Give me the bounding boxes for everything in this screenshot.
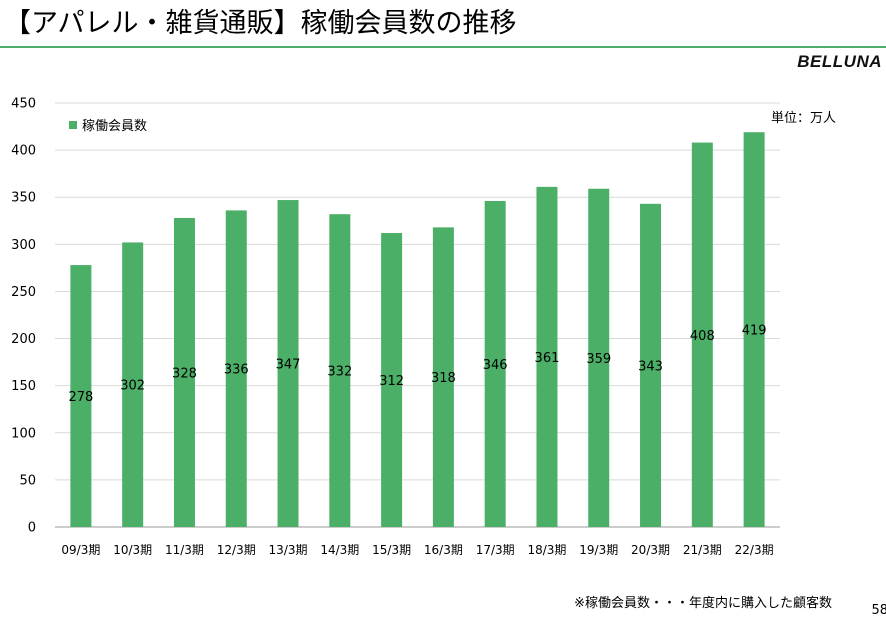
- footnote: ※稼働会員数・・・年度内に購入した顧客数: [574, 596, 832, 611]
- x-tick-label: 19/3期: [579, 543, 618, 557]
- y-tick-label: 100: [11, 426, 36, 441]
- title-divider: [0, 46, 886, 48]
- x-tick-label: 11/3期: [165, 543, 204, 557]
- legend-label: 稼働会員数: [82, 119, 147, 134]
- bar: [173, 217, 195, 527]
- bar: [225, 210, 247, 527]
- data-label: 408: [690, 329, 715, 344]
- bar: [743, 132, 765, 527]
- bar: [122, 242, 144, 527]
- bar: [381, 233, 403, 527]
- y-tick-label: 0: [28, 521, 36, 536]
- bar: [70, 265, 92, 527]
- y-tick-label: 350: [11, 191, 36, 206]
- data-labels: 278 302 328 336 347 332 312 318 346 361 359 343 408 4…: [68, 324, 766, 405]
- x-tick-label: 16/3期: [424, 543, 463, 557]
- page-title: 【アパレル・雑貨通販】稼働会員数の推移: [4, 8, 517, 39]
- bar: [640, 203, 662, 527]
- page-number: 58: [871, 603, 886, 618]
- legend: 稼働会員数: [69, 119, 147, 134]
- bar: [432, 227, 454, 527]
- x-tick-label: 18/3期: [527, 543, 566, 557]
- unit-label: 単位：万人: [770, 111, 836, 126]
- x-axis-ticks: 09/3期 10/3期 11/3期 12/3期 13/3期 14/3期 15/3期 16/3期…: [61, 543, 773, 557]
- y-tick-label: 450: [11, 97, 36, 112]
- x-tick-label: 14/3期: [320, 543, 359, 557]
- bars: [70, 132, 765, 528]
- bar: [329, 214, 351, 527]
- legend-swatch: [69, 121, 77, 129]
- data-label: 278: [68, 390, 93, 405]
- y-tick-label: 300: [11, 238, 36, 253]
- bar: [536, 186, 558, 527]
- data-label: 332: [327, 365, 352, 380]
- x-tick-label: 20/3期: [631, 543, 670, 557]
- bar: [588, 188, 610, 527]
- x-tick-label: 12/3期: [217, 543, 256, 557]
- x-tick-label: 09/3期: [61, 543, 100, 557]
- data-label: 343: [638, 359, 663, 374]
- y-tick-label: 150: [11, 379, 36, 394]
- brand-logo: BELLUNA: [797, 52, 882, 71]
- data-label: 328: [172, 366, 197, 381]
- y-tick-label: 400: [11, 144, 36, 159]
- y-tick-label: 250: [11, 285, 36, 300]
- x-tick-label: 15/3期: [372, 543, 411, 557]
- x-tick-label: 21/3期: [683, 543, 722, 557]
- gridlines: [55, 102, 780, 528]
- x-tick-label: 10/3期: [113, 543, 152, 557]
- data-label: 336: [224, 363, 249, 378]
- y-tick-label: 50: [19, 473, 36, 488]
- data-label: 347: [276, 358, 301, 373]
- data-label: 419: [742, 324, 767, 339]
- bar: [484, 200, 506, 528]
- y-axis-ticks: 0 50 100 150 200 250 300 350 400 450: [11, 97, 36, 536]
- data-label: 346: [483, 358, 508, 373]
- bar: [277, 200, 299, 527]
- y-tick-label: 200: [11, 332, 36, 347]
- x-tick-label: 22/3期: [735, 543, 774, 557]
- x-tick-label: 13/3期: [269, 543, 308, 557]
- data-label: 302: [120, 379, 145, 394]
- data-label: 318: [431, 371, 456, 386]
- data-label: 359: [586, 352, 611, 367]
- data-label: 312: [379, 374, 404, 389]
- bar: [691, 142, 713, 527]
- x-tick-label: 17/3期: [476, 543, 515, 557]
- data-label: 361: [535, 351, 560, 366]
